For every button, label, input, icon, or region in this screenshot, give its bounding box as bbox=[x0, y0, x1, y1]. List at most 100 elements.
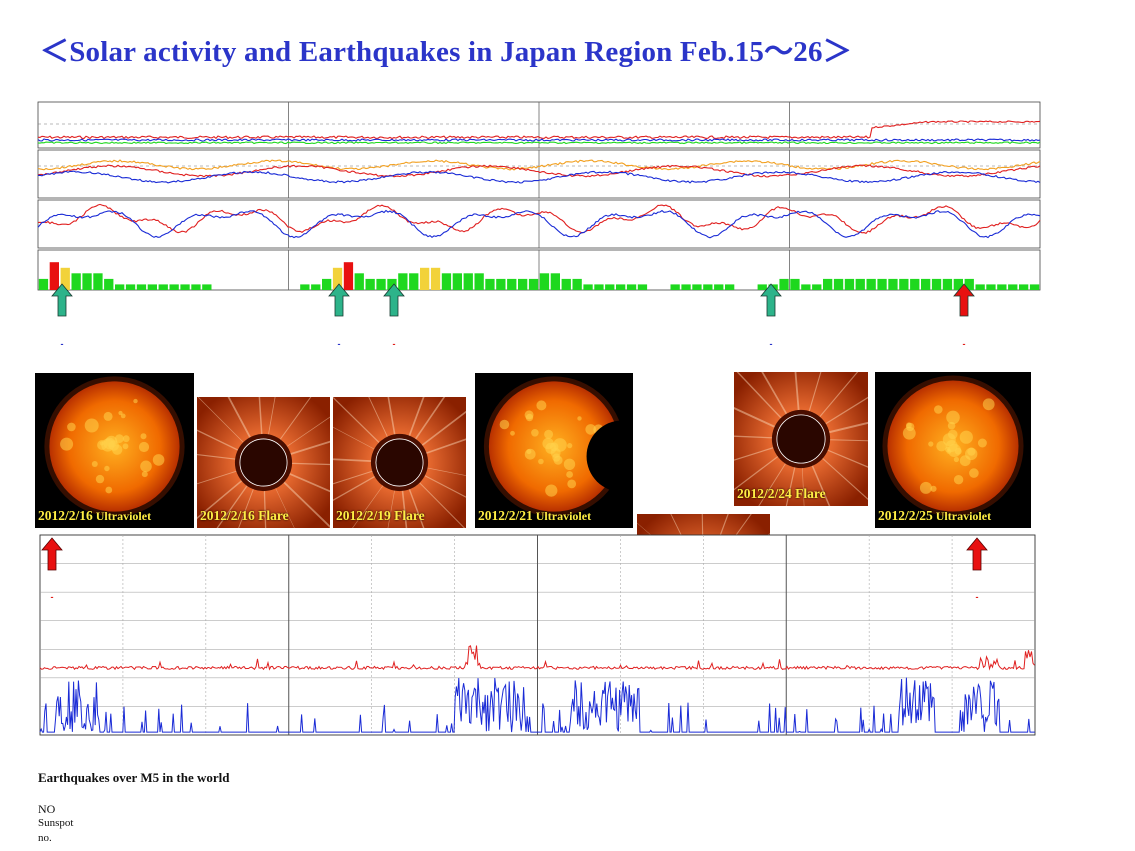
photo-caption-date: 2012/2/19 Flare bbox=[336, 508, 425, 523]
kp-bar bbox=[561, 278, 571, 290]
proton-trace-red bbox=[37, 120, 1041, 140]
kp-bar bbox=[975, 284, 985, 290]
kp-bar bbox=[420, 267, 430, 290]
kp-bar bbox=[474, 273, 484, 290]
kp-bar bbox=[387, 278, 397, 290]
kp-arrow-icon bbox=[383, 283, 405, 317]
earthquake-title: Earthquakes over M5 in the world bbox=[38, 770, 230, 785]
kp-bar bbox=[1029, 284, 1040, 290]
kp-bar bbox=[964, 278, 974, 290]
arrow-shape bbox=[383, 283, 405, 317]
kp-marker-dash: - bbox=[392, 339, 396, 349]
proton-trace-blue bbox=[37, 138, 1041, 142]
kp-bar bbox=[485, 278, 495, 290]
kp-bar bbox=[1019, 284, 1029, 290]
kp-arrow-icon bbox=[760, 283, 782, 317]
kp-bar bbox=[528, 278, 539, 290]
kp-bar bbox=[866, 278, 876, 290]
arrow-shape bbox=[966, 537, 988, 571]
kp-bar bbox=[463, 273, 473, 290]
kp-bar bbox=[93, 273, 103, 290]
arrow-shape bbox=[51, 283, 73, 317]
xray-marker-dash: - bbox=[975, 592, 979, 602]
kp-bar bbox=[158, 284, 168, 290]
solar-image-icon bbox=[483, 376, 633, 517]
photo-caption-date: 2012/2/24 Flare bbox=[737, 486, 826, 501]
kp-bar bbox=[365, 278, 375, 290]
kp-bar bbox=[115, 284, 125, 290]
kp-bar bbox=[953, 278, 963, 290]
kp-bar bbox=[823, 278, 833, 290]
kp-bar bbox=[910, 278, 920, 290]
kp-bar bbox=[583, 284, 593, 290]
kp-bar bbox=[496, 278, 506, 290]
kp-arrow-icon bbox=[51, 283, 73, 317]
kp-bar bbox=[899, 278, 909, 290]
kp-marker-dash: - bbox=[769, 339, 773, 349]
kp-bar bbox=[300, 284, 310, 290]
kp-bar bbox=[681, 284, 691, 290]
kp-bar bbox=[518, 278, 528, 290]
kp-bar bbox=[539, 273, 550, 290]
kp-bar bbox=[888, 278, 898, 290]
kp-bar bbox=[82, 273, 92, 290]
xray-traces bbox=[39, 645, 1035, 733]
kp-bar bbox=[790, 278, 800, 290]
kp-bar bbox=[180, 284, 190, 290]
row-label-no-short: no. bbox=[38, 832, 52, 844]
xray-trace-short bbox=[39, 677, 1035, 733]
photo-caption: 2012/2/25 Ultraviolet bbox=[878, 508, 991, 524]
kp-bar bbox=[60, 267, 70, 290]
kp-bar bbox=[452, 273, 462, 290]
kp-bar bbox=[38, 278, 49, 290]
kp-bar bbox=[714, 284, 724, 290]
kp-bar bbox=[550, 273, 560, 290]
top-panel-traces bbox=[37, 120, 1041, 239]
kp-bar bbox=[725, 284, 735, 290]
photo-caption-date: 2012/2/16 Flare bbox=[200, 508, 289, 523]
solar-image-icon bbox=[333, 397, 466, 528]
kp-bar bbox=[354, 273, 364, 290]
kp-bar bbox=[670, 284, 680, 290]
kp-bar bbox=[332, 267, 343, 290]
electron-trace-blue bbox=[37, 170, 1041, 184]
solar-photo: 2012/2/19 Flare bbox=[333, 397, 466, 528]
kp-bar bbox=[844, 278, 855, 290]
solar-photo: 2012/2/21 Ultraviolet bbox=[475, 373, 633, 528]
photo-caption-type: Ultraviolet bbox=[932, 509, 992, 523]
kp-bar bbox=[311, 284, 321, 290]
kp-bar bbox=[136, 284, 147, 290]
electron-trace-red bbox=[37, 164, 1041, 178]
kp-bar bbox=[594, 284, 604, 290]
xray-frame bbox=[39, 534, 1036, 736]
photo-caption-type: Ultraviolet bbox=[532, 509, 592, 523]
kp-bar bbox=[626, 284, 637, 290]
kp-bar bbox=[71, 273, 81, 290]
kp-arrow-icon bbox=[328, 283, 350, 317]
row-label-sunspot: Sunspot bbox=[38, 817, 74, 829]
kp-arrow-icon bbox=[953, 283, 975, 317]
kp-bar bbox=[1008, 284, 1018, 290]
xray-arrow-icon bbox=[966, 537, 988, 571]
arrow-shape bbox=[760, 283, 782, 317]
photo-caption: 2012/2/16 Ultraviolet bbox=[38, 508, 151, 524]
kp-bar bbox=[409, 273, 419, 290]
photo-caption-date: 2012/2/25 bbox=[878, 508, 933, 523]
kp-marker-dash: - bbox=[60, 339, 64, 349]
kp-bar bbox=[169, 284, 179, 290]
kp-bar bbox=[191, 284, 201, 290]
proton-trace-green bbox=[37, 141, 1041, 145]
kp-bar bbox=[343, 262, 354, 290]
kp-bar bbox=[921, 278, 931, 290]
arrow-shape bbox=[328, 283, 350, 317]
xray-marker-dash: - bbox=[50, 592, 54, 602]
photo-caption: 2012/2/21 Ultraviolet bbox=[478, 508, 591, 524]
xray-trace-long bbox=[39, 645, 1035, 671]
solar-image-icon bbox=[197, 397, 330, 528]
kp-bar bbox=[855, 278, 865, 290]
kp-bar bbox=[49, 262, 59, 290]
kp-marker-dash: - bbox=[337, 339, 341, 349]
kp-bar bbox=[703, 284, 713, 290]
kp-bar bbox=[104, 278, 114, 290]
kp-bar bbox=[833, 278, 844, 290]
